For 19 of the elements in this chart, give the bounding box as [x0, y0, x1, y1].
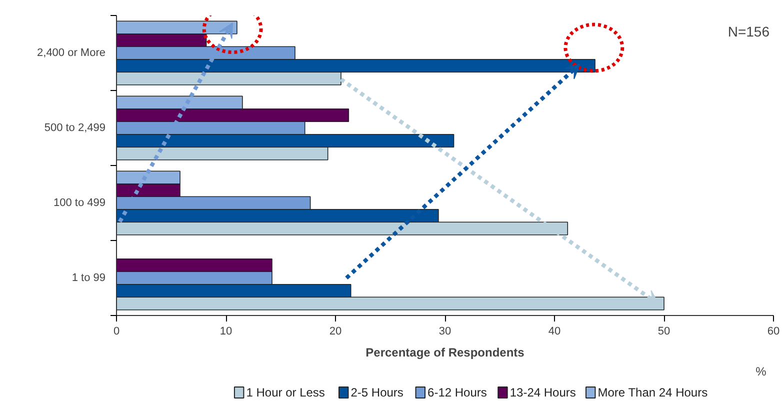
legend-label: More Than 24 Hours — [598, 386, 708, 400]
y-tick-label: 2,400 or More — [37, 47, 106, 59]
x-tick-label: 10 — [220, 326, 232, 338]
legend-label: 2-5 Hours — [350, 386, 404, 400]
y-tick-label: 500 to 2,499 — [44, 122, 106, 134]
x-tick-label: 0 — [113, 326, 120, 338]
x-tick-label: 50 — [658, 326, 670, 338]
legend-label: 13-24 Hours — [510, 386, 576, 400]
x-axis-title: Percentage of Respondents — [366, 346, 525, 360]
y-tick-label: 1 to 99 — [72, 272, 106, 284]
annotation: N=156 — [728, 24, 770, 40]
x-tick-label: 20 — [329, 326, 342, 338]
x-tick-label: 30 — [438, 326, 452, 338]
legend-label: 1 Hour or Less — [246, 386, 325, 400]
legend-label: 6-12 Hours — [428, 386, 487, 400]
y-tick-label: 100 to 499 — [54, 197, 106, 209]
text: % — [756, 364, 767, 378]
x-tick-label: 40 — [548, 326, 561, 338]
x-tick-label: 60 — [767, 326, 780, 338]
